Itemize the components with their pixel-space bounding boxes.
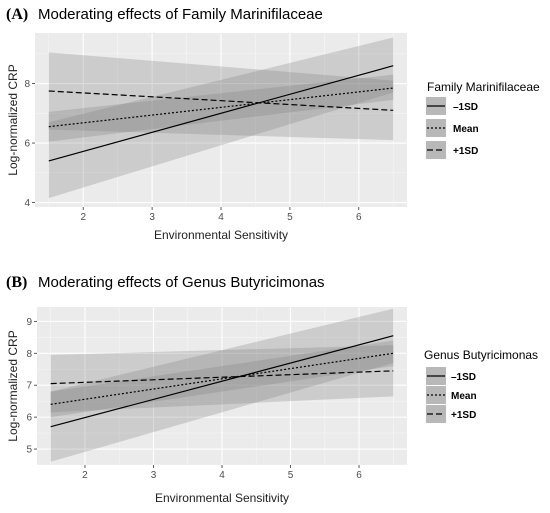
x-tick-label: 4 — [218, 212, 224, 223]
chart-title: Moderating effects of Genus Butyricimona… — [38, 274, 325, 291]
series-line — [48, 65, 394, 162]
legend-label: –1SD — [453, 102, 478, 113]
x-tick-label: 2 — [80, 212, 86, 223]
confidence-band — [48, 37, 394, 199]
x-tick-label: 4 — [219, 470, 225, 481]
y-tick-label: 7 — [26, 381, 32, 392]
y-tick-label: 5 — [26, 445, 32, 456]
lines — [50, 335, 394, 428]
series-line — [50, 370, 394, 385]
x-tick-label: 5 — [287, 212, 293, 223]
x-tick-label: 6 — [356, 470, 362, 481]
panel-b: (B) Moderating effects of Genus Butyricim… — [6, 274, 538, 505]
y-tick-label: 6 — [24, 139, 30, 150]
panel-tag: (B) — [6, 274, 27, 291]
confidence-bands — [48, 37, 394, 199]
x-tick-label: 5 — [288, 470, 294, 481]
confidence-band — [50, 308, 394, 462]
legend: Family Marinifilaceae –1SD Mean +1SD — [426, 80, 540, 159]
y-axis-title: Log-normalized CRP — [6, 330, 20, 441]
y-tick-label: 8 — [24, 79, 30, 90]
confidence-band — [48, 74, 394, 142]
legend-title: Genus Butyricimonas — [424, 348, 538, 362]
legend-label: Mean — [451, 391, 477, 402]
y-tick-label: 8 — [26, 349, 32, 360]
x-tick-label: 6 — [356, 212, 362, 223]
confidence-band — [48, 52, 394, 141]
chart-title: Moderating effects of Family Marinifilac… — [38, 6, 323, 23]
lines — [48, 65, 394, 162]
series-line — [48, 87, 394, 128]
panel-tag: (A) — [6, 6, 28, 23]
x-tick-label: 2 — [82, 470, 88, 481]
x-tick-label: 3 — [151, 470, 157, 481]
series-line — [50, 335, 394, 428]
legend-label: Mean — [453, 124, 479, 135]
x-axis-title: Environmental Sensitivity — [155, 491, 289, 505]
x-axis-title: Environmental Sensitivity — [154, 228, 288, 242]
y-tick-label: 9 — [26, 317, 32, 328]
legend-label: +1SD — [453, 146, 478, 157]
panel-a: (A) Moderating effects of Family Marinifi… — [6, 6, 540, 242]
series-line — [48, 90, 394, 111]
y-tick-label: 4 — [24, 198, 30, 209]
legend-title: Family Marinifilaceae — [427, 80, 540, 94]
legend-label: +1SD — [451, 410, 476, 421]
y-axis-title: Log-normalized CRP — [6, 64, 20, 175]
y-tick-label: 6 — [26, 413, 32, 424]
grid — [37, 307, 407, 465]
legend-label: –1SD — [451, 372, 476, 383]
legend: Genus Butyricimonas –1SD Mean +1SD — [424, 348, 538, 423]
grid — [35, 33, 407, 207]
x-tick-label: 3 — [149, 212, 155, 223]
series-line — [50, 352, 394, 405]
